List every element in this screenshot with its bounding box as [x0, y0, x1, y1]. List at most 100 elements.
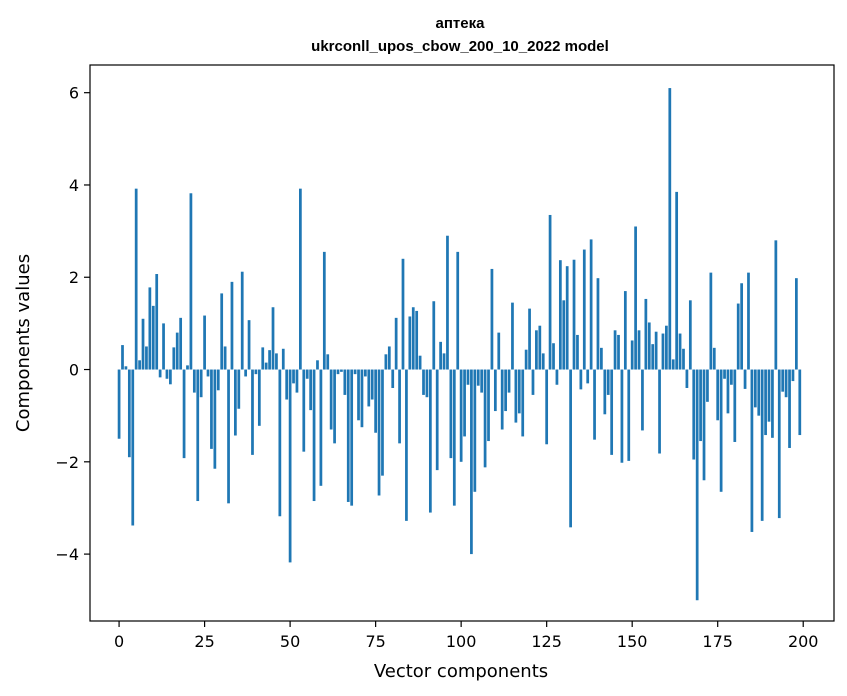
bar-6 — [138, 360, 141, 370]
y-tick-label: −2 — [55, 453, 79, 472]
bar-22 — [192, 369, 196, 393]
x-tick-label: 125 — [531, 632, 562, 651]
bar-23 — [196, 369, 200, 502]
bar-172 — [706, 369, 709, 402]
bar-104 — [473, 369, 477, 492]
bar-124 — [541, 353, 545, 370]
bar-62 — [329, 369, 333, 430]
bar-20 — [186, 365, 189, 370]
bar-85 — [408, 316, 412, 370]
bar-140 — [596, 278, 600, 370]
bar-113 — [504, 369, 507, 412]
bar-133 — [572, 259, 576, 370]
bar-40 — [254, 369, 258, 375]
bar-39 — [251, 369, 254, 455]
bar-88 — [418, 355, 422, 370]
bar-53 — [299, 188, 302, 370]
bar-144 — [610, 369, 614, 455]
bar-184 — [747, 272, 750, 370]
bar-199 — [798, 369, 802, 436]
y-tick-label: −4 — [55, 545, 79, 564]
bar-90 — [425, 369, 429, 398]
bar-81 — [394, 317, 398, 370]
bar-131 — [565, 266, 569, 370]
bar-99 — [456, 251, 460, 370]
bar-193 — [777, 369, 781, 519]
bar-175 — [716, 369, 720, 421]
bar-7 — [141, 318, 145, 370]
bar-108 — [487, 369, 490, 442]
bar-156 — [651, 344, 655, 370]
bar-31 — [223, 346, 227, 370]
bar-102 — [466, 369, 470, 385]
x-axis-ticks: 0 25 50 75 100 125 150 175 200 — [114, 621, 819, 651]
bar-9 — [148, 287, 152, 370]
bar-130 — [562, 300, 566, 370]
x-tick-label: 100 — [446, 632, 477, 651]
bar-168 — [692, 369, 696, 460]
bar-59 — [319, 369, 323, 486]
chart-subtitle: ukrconll_upos_cbow_200_10_2022 model — [311, 38, 609, 55]
bar-159 — [661, 333, 665, 370]
bar-134 — [576, 334, 579, 370]
y-tick-label: 0 — [69, 361, 79, 380]
bar-115 — [511, 302, 514, 370]
bar-1 — [121, 345, 124, 370]
bar-111 — [497, 332, 501, 370]
bar-119 — [524, 349, 528, 370]
x-tick-label: 200 — [788, 632, 819, 651]
bar-114 — [507, 369, 511, 393]
bar-181 — [736, 303, 740, 370]
bar-73 — [367, 369, 371, 407]
bar-197 — [791, 369, 795, 382]
bar-103 — [470, 369, 473, 555]
bar-48 — [281, 348, 285, 370]
bar-171 — [702, 369, 706, 481]
bar-123 — [538, 325, 542, 370]
bar-167 — [688, 300, 692, 370]
bar-11 — [155, 274, 159, 370]
bar-15 — [169, 369, 172, 385]
bar-71 — [360, 369, 364, 428]
bar-82 — [398, 369, 401, 444]
bar-61 — [326, 354, 330, 370]
bar-112 — [500, 369, 504, 430]
bar-25 — [203, 315, 206, 370]
x-tick-label: 50 — [280, 632, 300, 651]
bar-92 — [432, 301, 436, 370]
bar-27 — [210, 369, 213, 449]
bar-50 — [288, 369, 292, 563]
bar-42 — [261, 347, 265, 370]
bar-57 — [312, 369, 316, 502]
bar-183 — [743, 369, 747, 389]
bar-58 — [316, 360, 319, 370]
bar-18 — [179, 317, 183, 370]
bar-128 — [555, 369, 559, 385]
bar-69 — [353, 369, 357, 375]
bar-38 — [247, 320, 251, 370]
bar-166 — [685, 369, 689, 388]
bar-151 — [634, 226, 637, 370]
bar-41 — [257, 369, 261, 426]
bar-33 — [230, 281, 234, 370]
bar-109 — [490, 268, 494, 370]
bar-43 — [264, 362, 268, 370]
bar-177 — [723, 369, 726, 379]
bar-67 — [346, 369, 350, 502]
bar-163 — [675, 191, 679, 370]
bar-161 — [668, 88, 672, 370]
bar-182 — [740, 283, 744, 370]
bar-185 — [750, 369, 754, 532]
bar-186 — [753, 369, 757, 408]
chart-title: аптека — [436, 15, 486, 32]
bar-169 — [695, 369, 699, 601]
x-tick-label: 175 — [702, 632, 733, 651]
bar-49 — [285, 369, 289, 400]
bar-30 — [220, 293, 224, 370]
bar-45 — [271, 307, 275, 370]
bar-174 — [712, 347, 716, 370]
bar-51 — [292, 369, 295, 384]
bar-19 — [182, 369, 186, 459]
bar-78 — [384, 354, 388, 370]
